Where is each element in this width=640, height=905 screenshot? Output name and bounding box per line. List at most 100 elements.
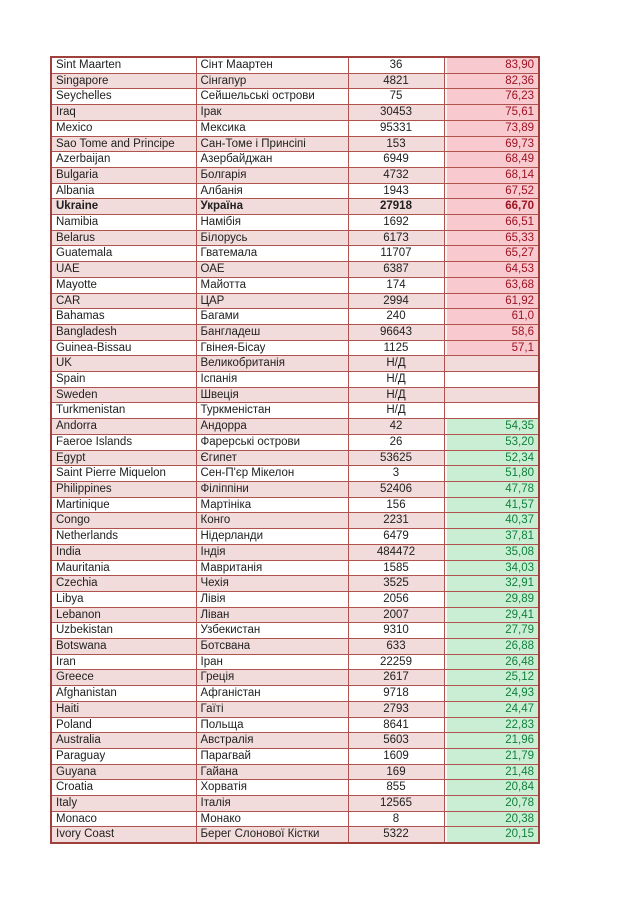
- table-row: Guyana Гайана 169 21,48: [50, 763, 540, 781]
- cell-value: 65,27: [443, 245, 540, 263]
- cell-country-uk: Єгипет: [195, 449, 349, 467]
- cell-value: 82,36: [443, 72, 540, 90]
- cell-count: 36: [347, 56, 445, 74]
- cell-count: 169: [347, 763, 445, 781]
- cell-value: 61,92: [443, 292, 540, 310]
- cell-count: 6479: [347, 528, 445, 545]
- cell-value: 53,20: [443, 433, 540, 451]
- cell-country-en: Bahamas: [50, 308, 197, 325]
- cell-country-en: Lebanon: [50, 606, 197, 624]
- table-row: Italy Італія 12565 20,78: [50, 795, 540, 812]
- cell-country-en: CAR: [50, 292, 197, 310]
- cell-value: 26,88: [443, 638, 540, 655]
- cell-country-uk: Фарерські острови: [195, 433, 349, 451]
- cell-country-uk: Гвінея-Бісау: [195, 339, 349, 357]
- cell-country-uk: Майотта: [195, 276, 349, 294]
- table-row: Ukraine Україна 27918 66,70: [50, 198, 540, 216]
- cell-count: 1585: [347, 559, 445, 577]
- table-row: Iran Іран 22259 26,48: [50, 653, 540, 671]
- cell-country-uk: Монако: [195, 810, 349, 828]
- cell-country-en: Singapore: [50, 72, 197, 90]
- cell-country-en: UK: [50, 355, 197, 373]
- cell-country-uk: Гайана: [195, 763, 349, 781]
- table-row: Sweden Швеція Н/Д: [50, 386, 540, 404]
- cell-count: 2617: [347, 669, 445, 687]
- cell-country-uk: Білорусь: [195, 229, 349, 247]
- cell-count: 156: [347, 496, 445, 514]
- cell-country-en: Bangladesh: [50, 323, 197, 341]
- table-row: Congo Конго 2231 40,37: [50, 512, 540, 530]
- cell-country-uk: Нідерланди: [195, 528, 349, 545]
- cell-value: 22,83: [443, 716, 540, 734]
- cell-country-uk: Мавританія: [195, 559, 349, 577]
- table-row: Paraguay Парагвай 1609 21,79: [50, 747, 540, 765]
- cell-value: 61,0: [443, 308, 540, 325]
- cell-count: 42: [347, 418, 445, 435]
- table-row: Australia Австралія 5603 21,96: [50, 732, 540, 749]
- table-row: Haiti Гаїті 2793 24,47: [50, 700, 540, 718]
- cell-country-en: Bulgaria: [50, 166, 197, 184]
- cell-country-uk: Чехія: [195, 575, 349, 592]
- cell-country-en: Paraguay: [50, 747, 197, 765]
- cell-country-uk: Бангладеш: [195, 323, 349, 341]
- table-row: Ivory Coast Берег Слонової Кістки 5322 20,1…: [50, 826, 540, 844]
- cell-count: 855: [347, 779, 445, 797]
- cell-country-en: Spain: [50, 371, 197, 388]
- cell-country-en: Guatemala: [50, 245, 197, 263]
- cell-count: 484472: [347, 543, 445, 561]
- table-row: Mexico Мексика 95331 73,89: [50, 119, 540, 137]
- cell-country-en: Italy: [50, 795, 197, 812]
- cell-country-en: Croatia: [50, 779, 197, 797]
- cell-country-en: Guyana: [50, 763, 197, 781]
- cell-count: 1609: [347, 747, 445, 765]
- cell-country-en: Mauritania: [50, 559, 197, 577]
- cell-country-uk: Андорра: [195, 418, 349, 435]
- cell-country-en: Poland: [50, 716, 197, 734]
- cell-country-uk: Філіппіни: [195, 480, 349, 498]
- cell-count: 95331: [347, 119, 445, 137]
- table-row: Mayotte Майотта 174 63,68: [50, 276, 540, 294]
- cell-value: 27,79: [443, 622, 540, 640]
- table-row: Singapore Сінгапур 4821 82,36: [50, 72, 540, 90]
- cell-country-en: Afghanistan: [50, 685, 197, 702]
- cell-country-en: Saint Pierre Miquelon: [50, 465, 197, 482]
- cell-country-en: Sint Maarten: [50, 56, 197, 74]
- cell-count: 633: [347, 638, 445, 655]
- cell-value: [443, 402, 540, 420]
- cell-country-en: Mayotte: [50, 276, 197, 294]
- cell-value: 68,49: [443, 151, 540, 168]
- cell-country-uk: Болгарія: [195, 166, 349, 184]
- cell-country-uk: Греція: [195, 669, 349, 687]
- cell-count: 96643: [347, 323, 445, 341]
- cell-count: 9310: [347, 622, 445, 640]
- table-body: Sint Maarten Сінт Маартен 36 83,90 Singapore…: [50, 56, 540, 844]
- cell-country-uk: Конго: [195, 512, 349, 530]
- cell-value: 24,93: [443, 685, 540, 702]
- cell-country-uk: Великобританія: [195, 355, 349, 373]
- cell-count: 1692: [347, 214, 445, 231]
- cell-country-en: Greece: [50, 669, 197, 687]
- cell-value: 21,96: [443, 732, 540, 749]
- table-row: Bulgaria Болгарія 4732 68,14: [50, 166, 540, 184]
- cell-country-uk: Австралія: [195, 732, 349, 749]
- cell-count: 53625: [347, 449, 445, 467]
- cell-value: 47,78: [443, 480, 540, 498]
- cell-value: 69,73: [443, 135, 540, 153]
- cell-country-uk: Узбекистан: [195, 622, 349, 640]
- table-row: Namibia Намібія 1692 66,51: [50, 214, 540, 231]
- cell-country-uk: Мартініка: [195, 496, 349, 514]
- cell-country-uk: Багами: [195, 308, 349, 325]
- cell-country-en: Iran: [50, 653, 197, 671]
- cell-count: 8: [347, 810, 445, 828]
- table-row: Azerbaijan Азербайджан 6949 68,49: [50, 151, 540, 168]
- table-row: Philippines Філіппіни 52406 47,78: [50, 480, 540, 498]
- cell-count: 3: [347, 465, 445, 482]
- table-row: Sint Maarten Сінт Маартен 36 83,90: [50, 56, 540, 74]
- cell-count: 11707: [347, 245, 445, 263]
- table-row: Poland Польща 8641 22,83: [50, 716, 540, 734]
- cell-value: 25,12: [443, 669, 540, 687]
- table-row: Albania Албанія 1943 67,52: [50, 182, 540, 200]
- cell-count: 3525: [347, 575, 445, 592]
- cell-value: 76,23: [443, 88, 540, 106]
- cell-value: 54,35: [443, 418, 540, 435]
